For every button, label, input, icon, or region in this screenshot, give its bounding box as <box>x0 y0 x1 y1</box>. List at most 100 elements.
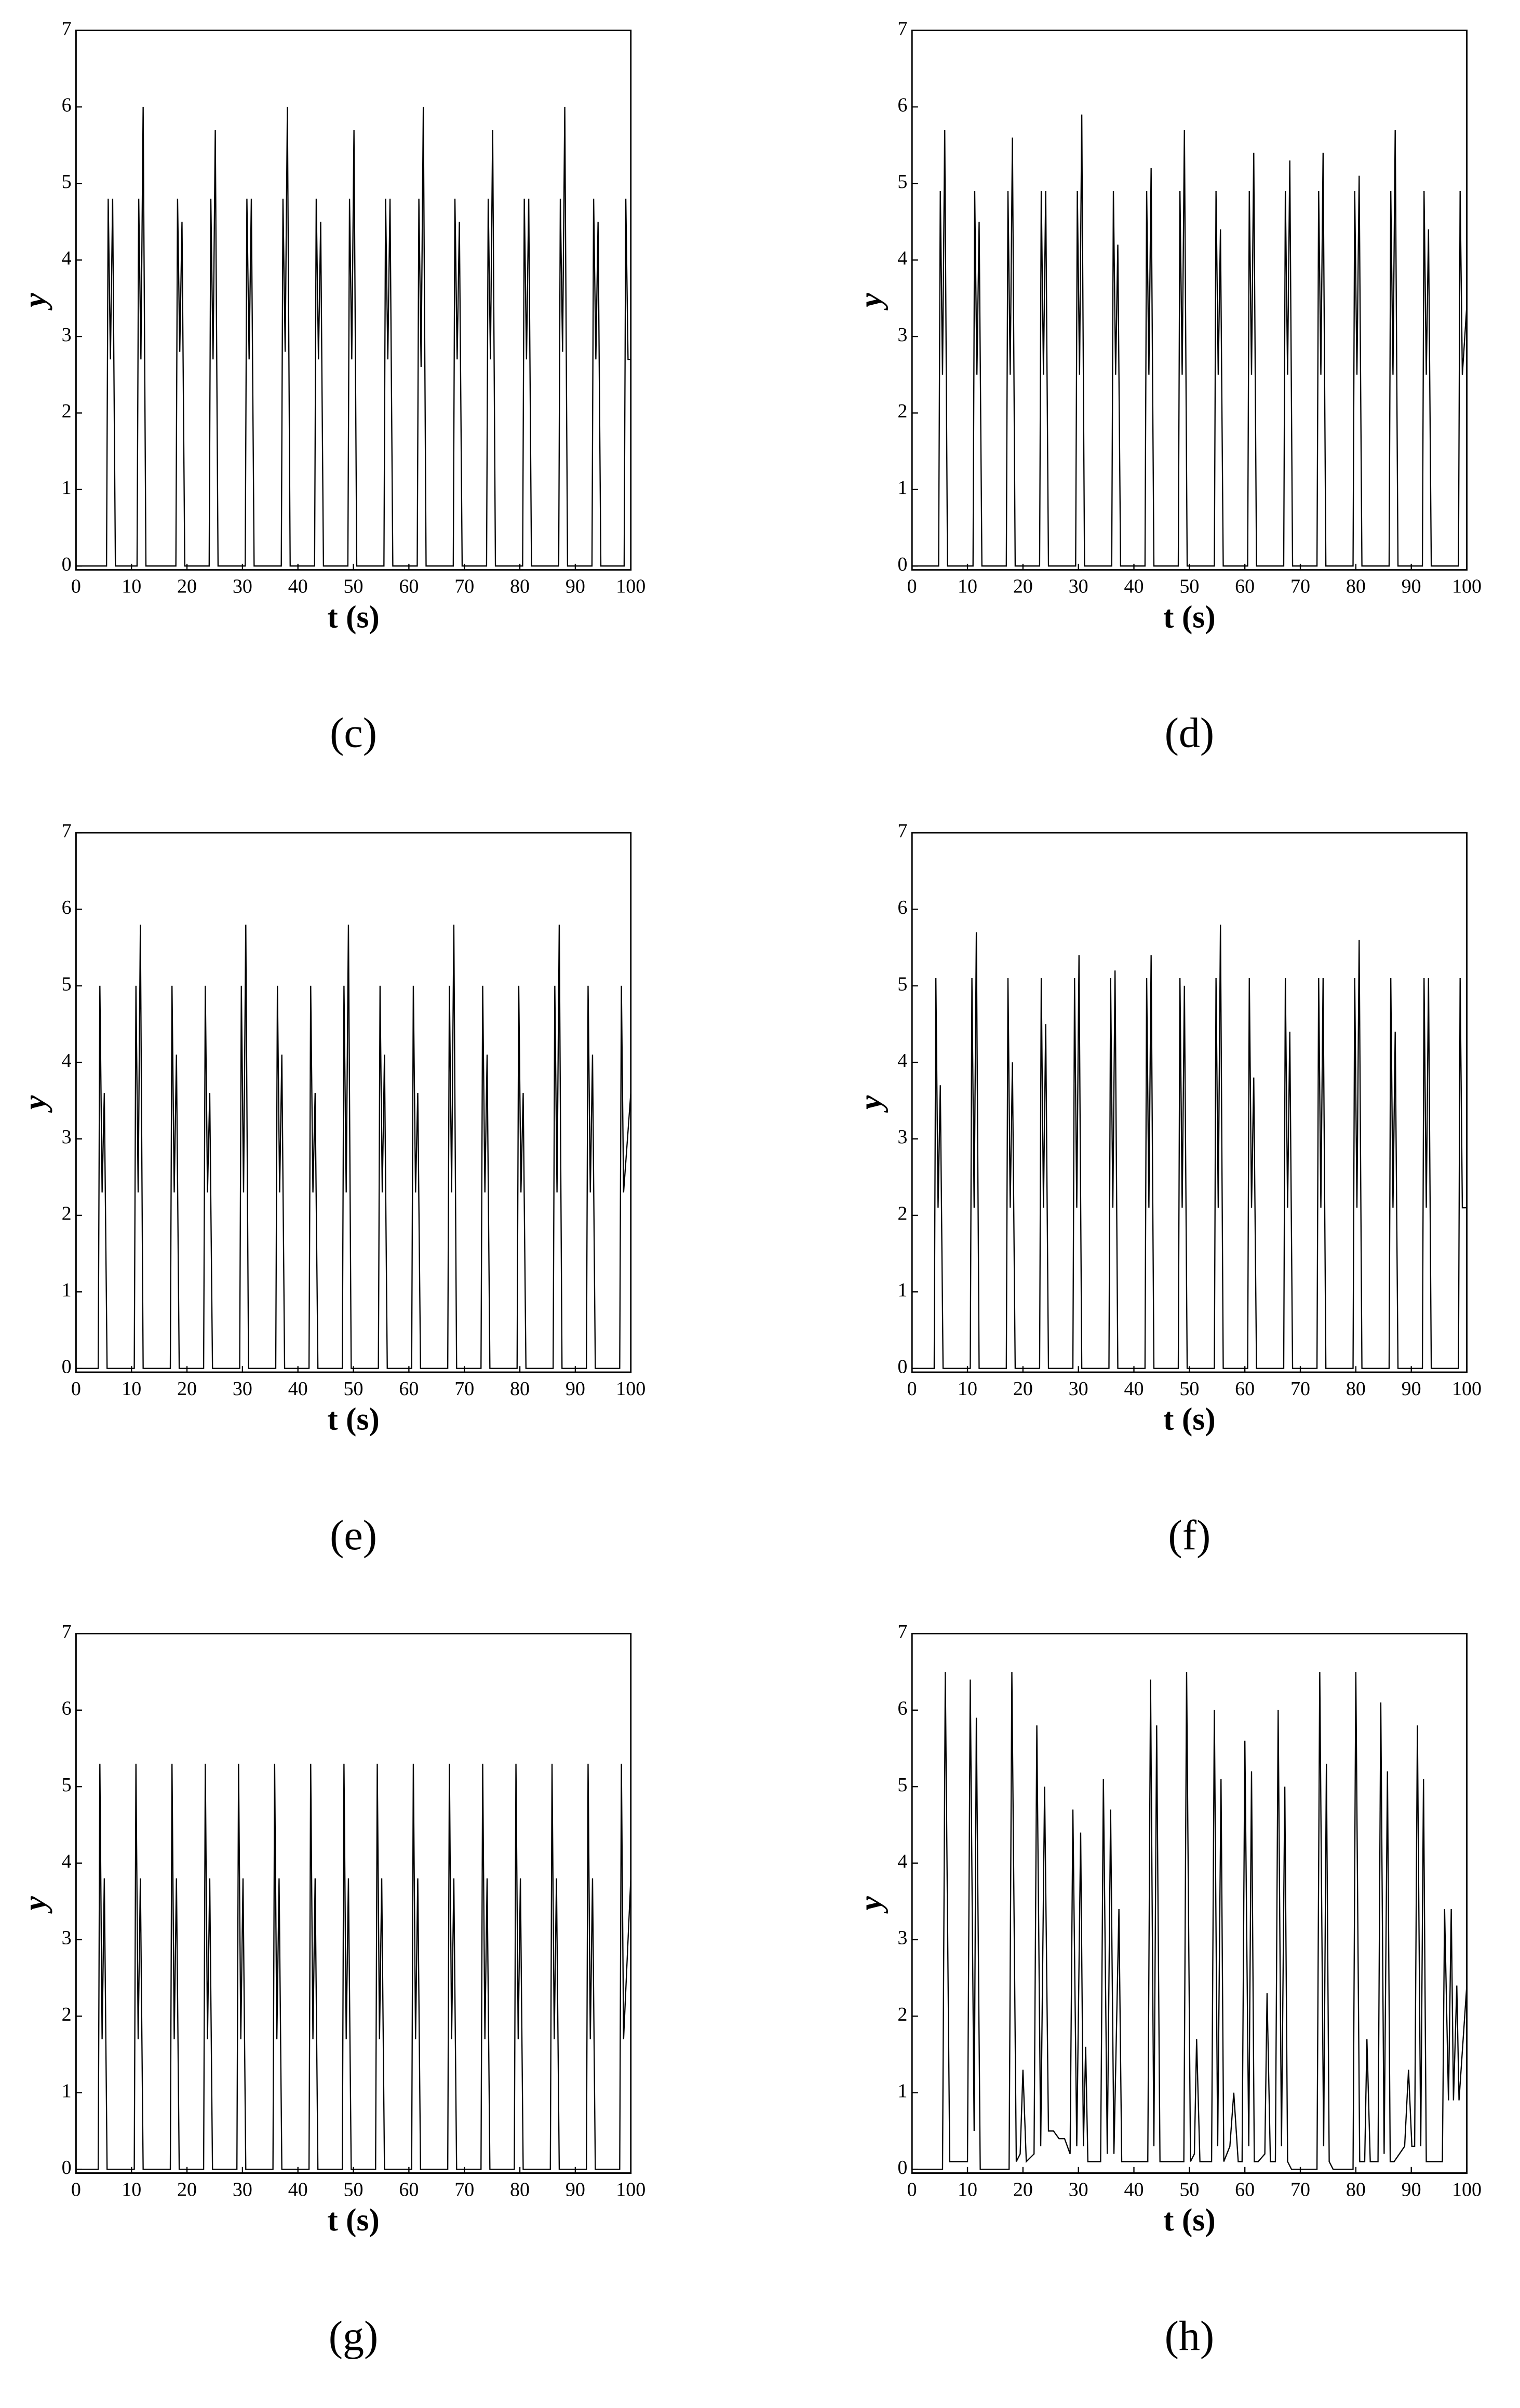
y-tick-label: 3 <box>62 324 72 346</box>
y-tick-label: 7 <box>897 1621 907 1643</box>
x-tick-label: 10 <box>958 2179 977 2200</box>
panel-label: (c) <box>330 709 377 756</box>
x-axis-label: t (s) <box>1163 599 1216 634</box>
y-tick-label: 6 <box>897 1698 907 1720</box>
x-tick-label: 80 <box>1346 1378 1366 1400</box>
x-tick-label: 50 <box>344 575 364 597</box>
x-tick-label: 20 <box>1013 575 1033 597</box>
x-tick-label: 70 <box>1290 575 1310 597</box>
y-tick-label: 4 <box>897 1050 907 1072</box>
y-tick-label: 3 <box>62 1927 72 1949</box>
x-tick-label: 50 <box>1179 1378 1199 1400</box>
panel-label: (f) <box>1168 1511 1210 1559</box>
x-tick-label: 30 <box>1069 2179 1088 2200</box>
x-tick-label: 100 <box>1452 2179 1482 2200</box>
y-tick-label: 3 <box>897 1126 907 1148</box>
y-tick-label: 7 <box>62 820 72 842</box>
y-axis-label: y <box>853 293 889 311</box>
x-tick-label: 0 <box>907 1378 917 1400</box>
x-tick-label: 70 <box>454 2179 474 2200</box>
x-tick-label: 40 <box>1124 2179 1144 2200</box>
y-tick-label: 1 <box>62 2080 72 2102</box>
y-tick-label: 2 <box>62 1203 72 1225</box>
x-tick-label: 20 <box>1013 1378 1033 1400</box>
x-tick-label: 90 <box>1402 575 1421 597</box>
x-tick-label: 80 <box>1346 2179 1366 2200</box>
x-tick-label: 40 <box>1124 1378 1144 1400</box>
x-tick-label: 60 <box>399 2179 419 2200</box>
y-tick-label: 7 <box>62 1621 72 1643</box>
y-axis-label: y <box>17 1095 52 1113</box>
panel-label: (h) <box>1165 2312 1215 2359</box>
x-tick-label: 100 <box>1452 1378 1482 1400</box>
y-tick-label: 3 <box>897 1927 907 1949</box>
x-tick-label: 90 <box>566 575 585 597</box>
x-tick-label: 40 <box>1124 575 1144 597</box>
x-tick-label: 0 <box>907 575 917 597</box>
data-line <box>912 1672 1468 2170</box>
y-tick-label: 7 <box>62 18 72 39</box>
y-tick-label: 0 <box>897 1356 907 1377</box>
x-tick-label: 50 <box>344 2179 364 2200</box>
x-tick-label: 20 <box>1013 2179 1033 2200</box>
y-tick-label: 2 <box>897 400 907 422</box>
x-tick-label: 0 <box>71 1378 81 1400</box>
panel-label: (e) <box>330 1511 377 1559</box>
x-tick-label: 10 <box>958 575 977 597</box>
y-tick-label: 5 <box>897 171 907 193</box>
x-tick-label: 80 <box>1346 575 1366 597</box>
x-tick-label: 20 <box>177 575 197 597</box>
y-tick-label: 7 <box>897 820 907 842</box>
x-tick-label: 40 <box>288 2179 308 2200</box>
y-axis-label: y <box>853 1095 889 1113</box>
x-tick-label: 30 <box>1069 575 1088 597</box>
y-tick-label: 1 <box>897 2080 907 2102</box>
x-tick-label: 100 <box>616 575 645 597</box>
panel-label: (d) <box>1165 709 1215 756</box>
x-tick-label: 90 <box>566 1378 585 1400</box>
x-tick-label: 60 <box>1235 2179 1255 2200</box>
y-tick-label: 7 <box>897 18 907 39</box>
y-axis-label: y <box>853 1896 889 1914</box>
x-tick-label: 100 <box>616 1378 645 1400</box>
plot-frame <box>75 30 632 571</box>
data-line <box>912 114 1468 567</box>
y-tick-label: 1 <box>897 477 907 499</box>
x-axis-label: t (s) <box>1163 2202 1216 2238</box>
data-line <box>912 924 1467 1369</box>
x-tick-label: 80 <box>510 575 530 597</box>
y-tick-label: 5 <box>897 1774 907 1796</box>
y-tick-label: 1 <box>62 477 72 499</box>
x-tick-label: 0 <box>71 575 81 597</box>
x-tick-label: 10 <box>958 1378 977 1400</box>
x-tick-label: 70 <box>454 575 474 597</box>
y-tick-label: 4 <box>62 1850 72 1872</box>
y-tick-label: 1 <box>62 1279 72 1301</box>
x-tick-label: 0 <box>71 2179 81 2200</box>
plot-frame <box>911 832 1468 1373</box>
x-tick-label: 40 <box>288 1378 308 1400</box>
y-tick-label: 0 <box>62 2157 72 2179</box>
x-tick-label: 60 <box>1235 575 1255 597</box>
x-tick-label: 30 <box>233 575 252 597</box>
x-tick-label: 30 <box>1069 1378 1088 1400</box>
x-tick-label: 50 <box>1179 2179 1199 2200</box>
x-axis-label: t (s) <box>1163 1402 1216 1437</box>
x-tick-label: 0 <box>907 2179 917 2200</box>
plot-frame <box>911 30 1468 571</box>
x-tick-label: 80 <box>510 2179 530 2200</box>
x-tick-label: 10 <box>122 1378 141 1400</box>
y-tick-label: 0 <box>62 553 72 575</box>
x-tick-label: 10 <box>122 2179 141 2200</box>
x-axis-label: t (s) <box>327 1402 380 1437</box>
x-tick-label: 100 <box>616 2179 645 2200</box>
x-tick-label: 90 <box>566 2179 585 2200</box>
x-tick-label: 100 <box>1452 575 1482 597</box>
y-tick-label: 4 <box>62 1050 72 1072</box>
y-axis-label: y <box>17 1896 52 1914</box>
x-axis-label: t (s) <box>327 599 380 634</box>
y-tick-label: 1 <box>897 1279 907 1301</box>
plot-frame <box>75 832 632 1373</box>
y-tick-label: 2 <box>62 2004 72 2025</box>
